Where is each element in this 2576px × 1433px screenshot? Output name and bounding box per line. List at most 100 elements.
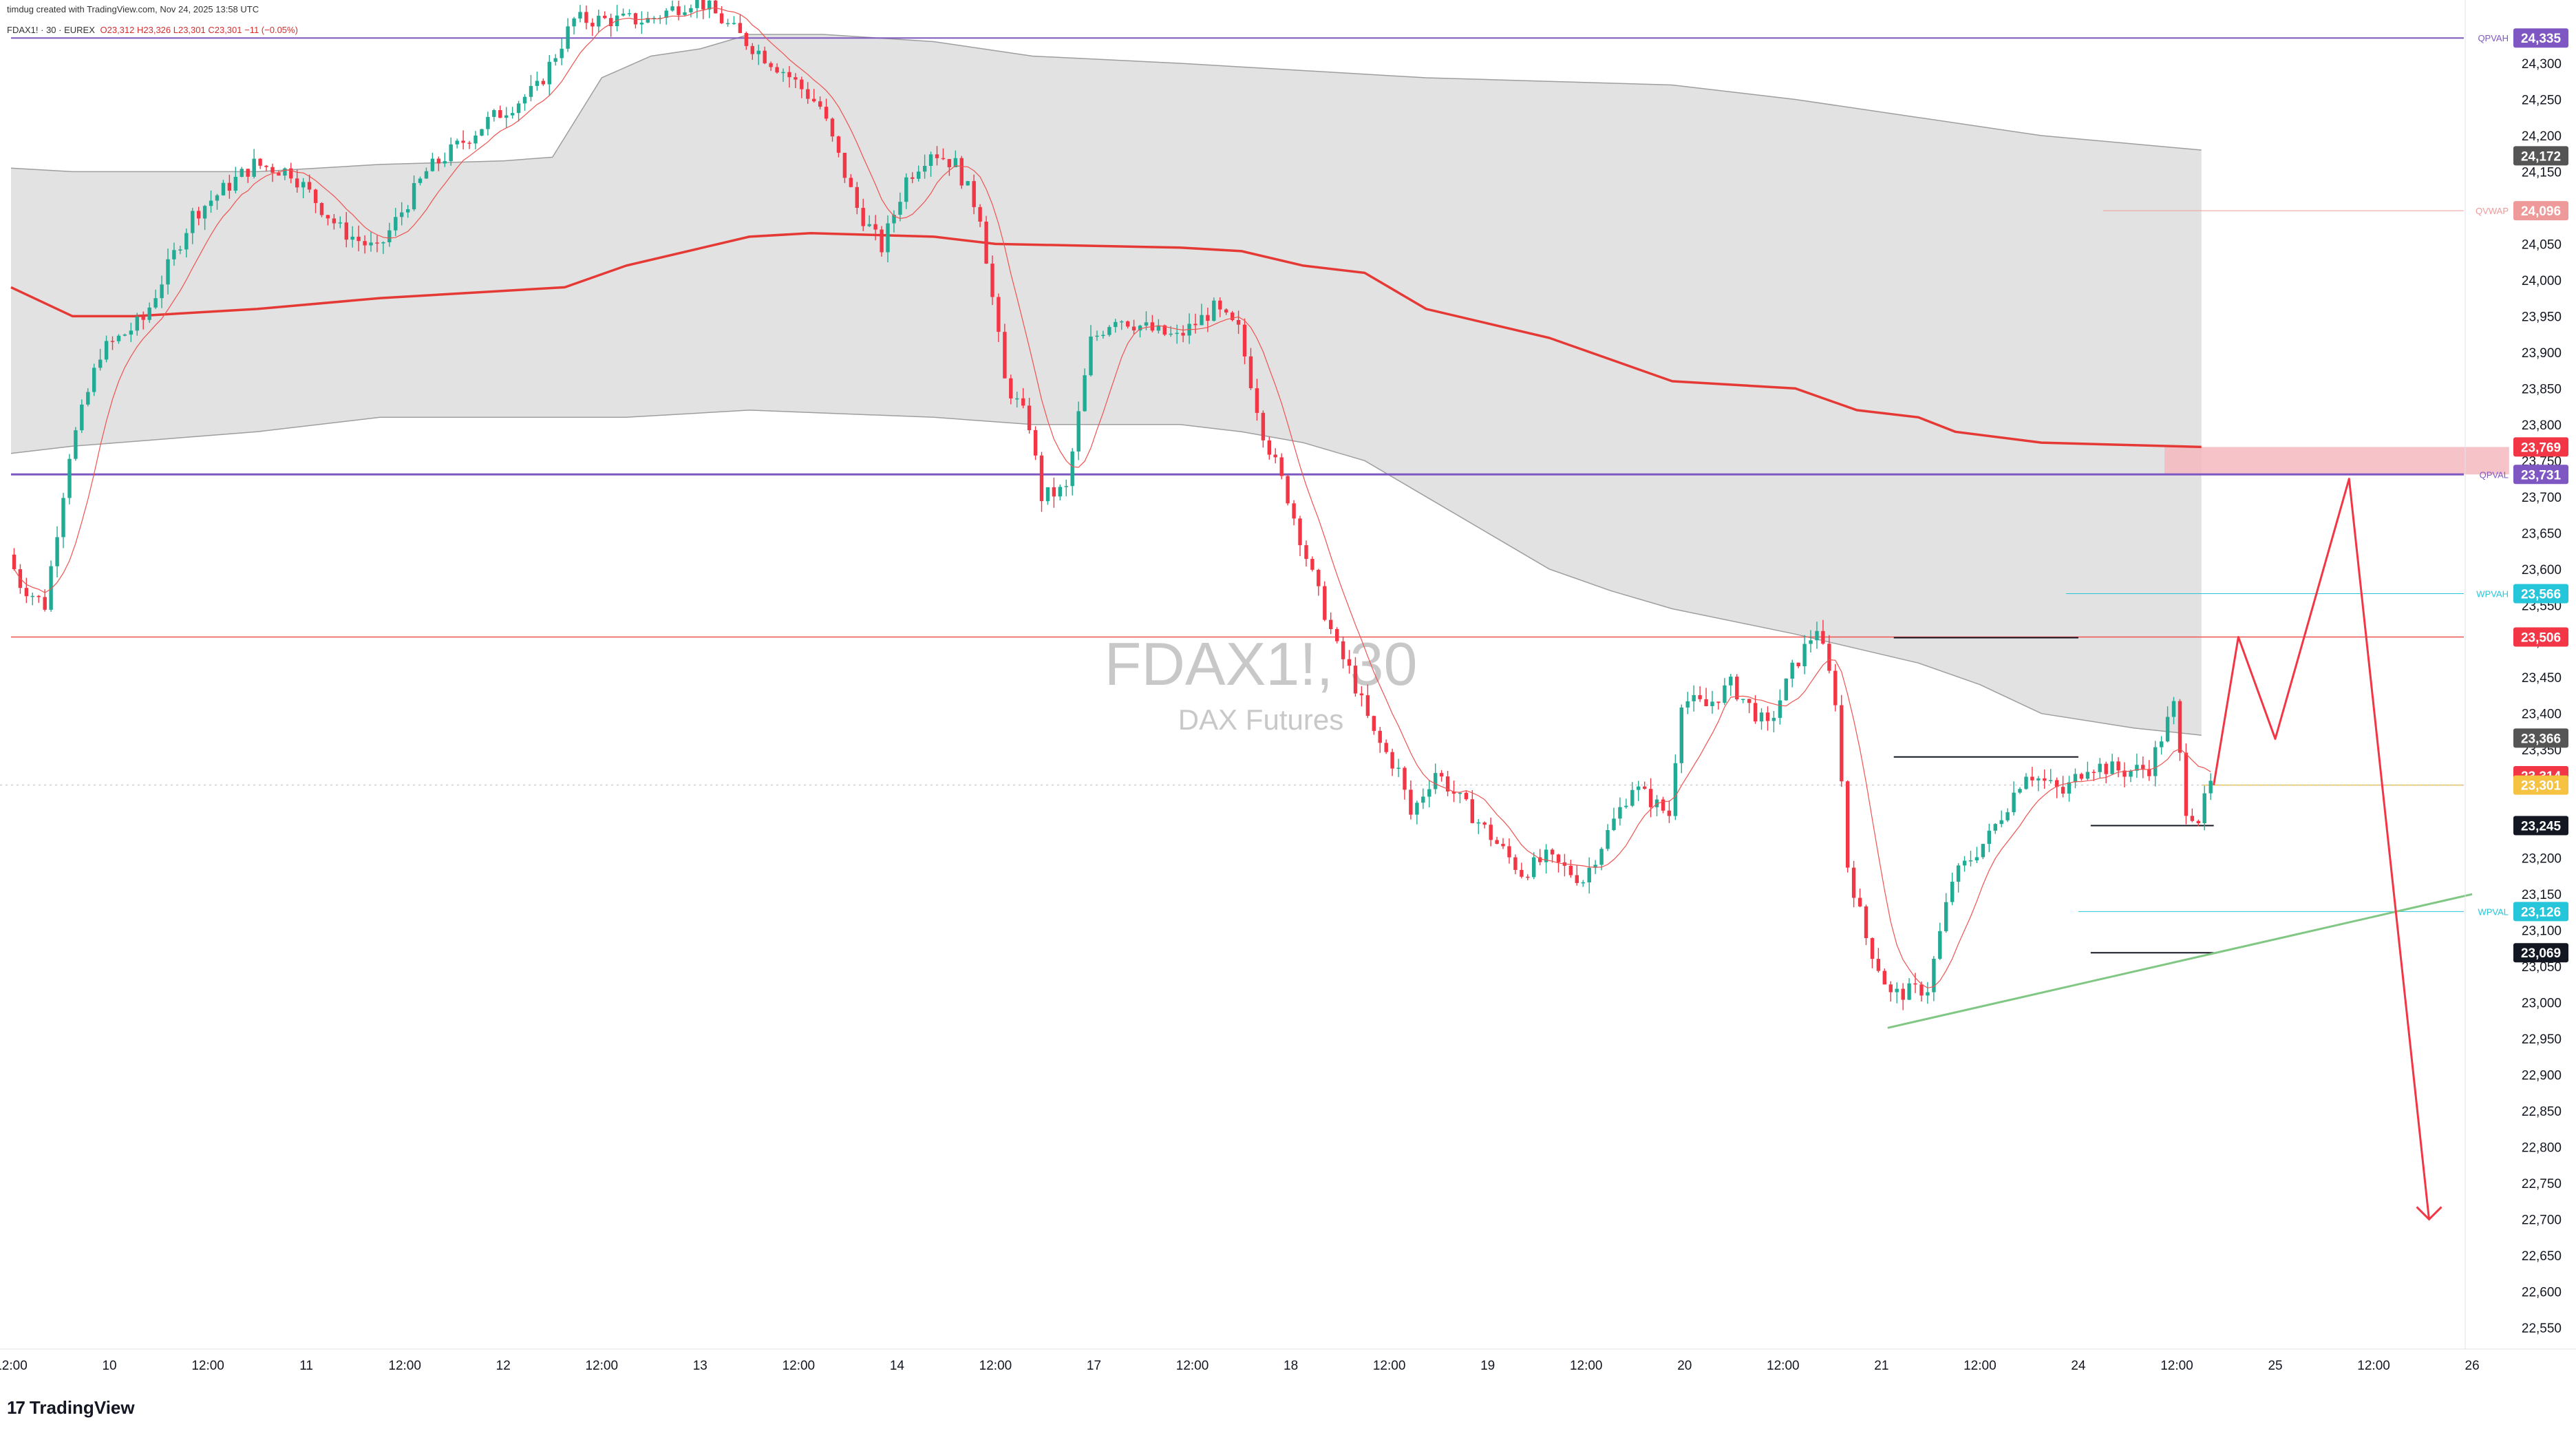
candle-body: [2061, 787, 2065, 794]
candle-body: [1372, 716, 1376, 731]
candle-body: [129, 330, 134, 335]
candle-body: [621, 13, 626, 16]
price-label-text: 24,335: [2521, 32, 2562, 46]
candle-body: [677, 6, 681, 15]
candle-body: [781, 72, 785, 74]
candle-body: [2171, 701, 2176, 717]
candle-body: [886, 223, 890, 253]
candle-body: [49, 566, 53, 610]
price-label-box: [2513, 816, 2568, 836]
candle-body: [633, 13, 638, 25]
candle-body: [172, 250, 176, 259]
time-tick-label: 26: [2465, 1359, 2480, 1373]
candle-body: [400, 212, 404, 217]
candle-body: [1618, 807, 1622, 819]
price-label-tag: QVWAP: [2476, 206, 2509, 216]
candle-body: [1501, 844, 1505, 847]
candle-body: [1482, 822, 1487, 825]
candle-body: [283, 168, 287, 176]
candle-body: [209, 200, 213, 206]
candle-body: [1058, 487, 1062, 497]
candle-body: [307, 182, 312, 190]
time-tick-label: 13: [693, 1359, 707, 1373]
candle-body: [898, 202, 902, 215]
candle-body: [701, 0, 705, 10]
candle-body: [123, 335, 127, 336]
tradingview-logo[interactable]: 17 TradingView: [7, 1396, 135, 1419]
candle-body: [498, 110, 502, 118]
candle-body: [572, 18, 576, 27]
candle-body: [1907, 983, 1911, 1000]
projection-path[interactable]: [2213, 478, 2442, 1221]
candle-body: [1606, 830, 1610, 849]
candle-body: [800, 79, 804, 89]
candle-body: [1851, 867, 1856, 898]
candle-body: [1267, 440, 1271, 455]
candle-body: [997, 297, 1001, 332]
candle-body: [1162, 325, 1167, 335]
candle-body: [1409, 789, 1413, 815]
candle-body: [1193, 323, 1197, 326]
candle-body: [1003, 332, 1007, 379]
candle-body: [904, 177, 908, 202]
time-tick-label: 12:00: [1373, 1359, 1406, 1373]
candle-body: [1956, 865, 1961, 882]
candle-body: [197, 211, 201, 219]
candle-body: [289, 168, 293, 179]
candle-body: [1723, 685, 1727, 703]
candle-body: [627, 13, 632, 14]
candle-body: [141, 316, 145, 320]
candle-body: [55, 537, 59, 566]
candle-body: [2116, 761, 2120, 771]
candle-body: [1107, 327, 1111, 335]
candle-body: [714, 0, 718, 14]
price-tick-label: 23,200: [2522, 852, 2562, 867]
candle-body: [928, 154, 933, 166]
candle-body: [1298, 518, 1302, 546]
candle-body: [769, 63, 773, 67]
candle-body: [486, 116, 490, 129]
price-tick-label: 22,800: [2522, 1141, 2562, 1156]
time-axis[interactable]: 12:00 10 12:00 11 12:00 12 12:00 13 12:00 14 12:00…: [0, 1348, 2576, 1373]
candle-body: [295, 178, 299, 188]
candle-body: [2098, 763, 2102, 772]
symbol-line[interactable]: FDAX1! · 30 · EUREX O23,312 H23,326 L23,…: [7, 25, 298, 35]
candle-body: [1242, 324, 1247, 357]
candle-body: [2110, 761, 2114, 774]
time-tick-label: 25: [2268, 1359, 2282, 1373]
price-tick-label: 22,650: [2522, 1249, 2562, 1264]
candle-body: [966, 181, 970, 186]
price-tick-label: 22,850: [2522, 1105, 2562, 1119]
candle-body: [1279, 457, 1284, 476]
price-label-text: 23,566: [2521, 587, 2561, 602]
price-label-box: [2513, 584, 2568, 604]
price-tick-label: 24,300: [2522, 57, 2562, 72]
candle-body: [2104, 763, 2108, 774]
candle-body: [990, 264, 994, 297]
candle-body: [1833, 670, 1838, 705]
candle-body: [1286, 476, 1290, 504]
candle-body: [1538, 857, 1542, 862]
candle-body: [578, 12, 582, 19]
candle-body: [1439, 773, 1444, 777]
candle-body: [1692, 695, 1696, 701]
candle-body: [842, 153, 847, 178]
candle-body: [1981, 844, 1986, 858]
candle-body: [522, 96, 527, 104]
candle-body: [1329, 619, 1333, 629]
price-tick-label: 23,400: [2522, 708, 2562, 722]
candle-body: [812, 98, 816, 102]
candle-body: [387, 230, 392, 242]
candle-body: [787, 72, 791, 78]
symbol-name[interactable]: FDAX1! · 30 · EUREX: [7, 25, 95, 35]
time-tick-label: 17: [1087, 1359, 1101, 1373]
trendline[interactable]: [1887, 893, 2473, 1029]
price-label-box: [2513, 437, 2568, 457]
candle-body: [418, 178, 423, 183]
candle-body: [917, 171, 921, 179]
candle-body: [529, 85, 533, 97]
candle-body: [313, 189, 318, 203]
candle-body: [1396, 767, 1401, 769]
